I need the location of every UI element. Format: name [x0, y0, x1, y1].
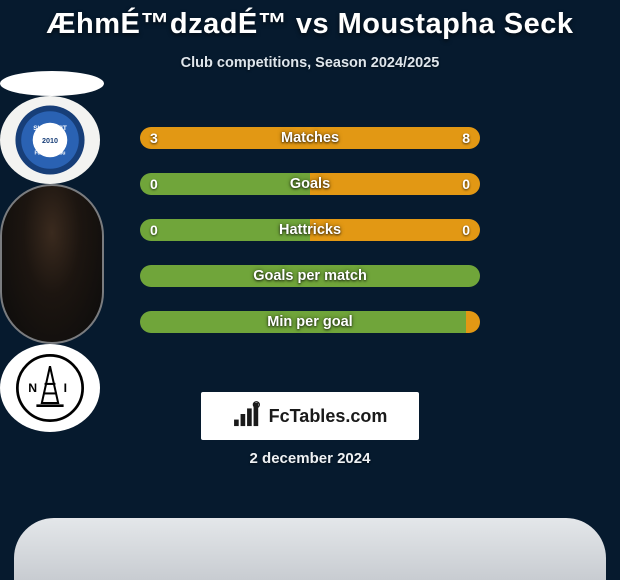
player-left-avatar [0, 71, 104, 96]
svg-text:N: N [28, 381, 37, 395]
stat-row: Min per goal [140, 311, 480, 333]
stat-value-right: 0 [462, 219, 470, 241]
stat-row: Goals0 0 [140, 173, 480, 195]
stats-bars: Matches38Goals00Hattricks00Goals per mat… [140, 127, 480, 357]
stat-label: Matches [140, 127, 480, 149]
club-left-badge: SUMQAYIT Futbol Klubu 2010 [0, 96, 100, 184]
svg-text:Futbol Klubu: Futbol Klubu [34, 150, 65, 156]
stat-value-left: 0 [150, 219, 158, 241]
stat-label: Goals [140, 173, 480, 195]
stat-value-right: 0 [462, 173, 470, 195]
stat-label: Goals per match [140, 265, 480, 287]
fctables-icon [233, 401, 263, 432]
footer-date: 2 december 2024 [0, 450, 620, 467]
svg-text:2010: 2010 [42, 136, 58, 145]
stat-value-right: 8 [462, 127, 470, 149]
branding-text: FcTables.com [269, 406, 388, 427]
branding-box: FcTables.com [201, 392, 419, 440]
svg-text:SUMQAYIT: SUMQAYIT [33, 125, 67, 132]
club-right-badge: N I [0, 344, 100, 432]
page-title: ÆhmÉ™dzadÉ™ vs Moustapha Seck [0, 0, 620, 41]
stat-label: Min per goal [140, 311, 480, 333]
stat-label: Hattricks [140, 219, 480, 241]
stat-value-left: 3 [150, 127, 158, 149]
svg-text:I: I [64, 381, 67, 395]
stat-row: Goals per match [140, 265, 480, 287]
subtitle: Club competitions, Season 2024/2025 [0, 55, 620, 71]
stat-value-left: 0 [150, 173, 158, 195]
stat-row: Matches3 8 [140, 127, 480, 149]
stat-row: Hattricks0 0 [140, 219, 480, 241]
player-right-avatar [0, 184, 104, 344]
